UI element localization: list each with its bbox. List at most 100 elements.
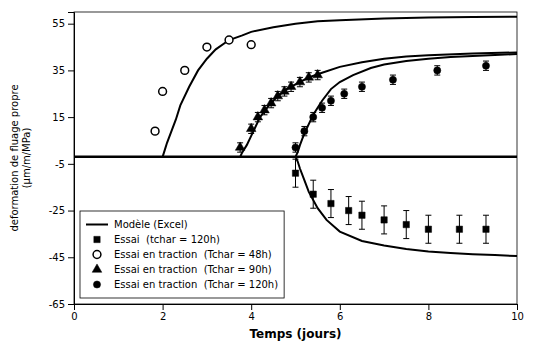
tick-label: 4 — [249, 311, 255, 322]
legend-box — [80, 211, 284, 298]
x-axis-title: Temps (jours) — [249, 327, 341, 341]
tick-label: 35 — [52, 65, 65, 76]
tick-mark — [68, 304, 74, 305]
data-point — [286, 81, 296, 89]
tick-label: 55 — [52, 18, 65, 29]
error-bar — [483, 61, 489, 70]
tick-mark — [251, 304, 252, 310]
tick-label: -65 — [49, 299, 65, 310]
data-point — [246, 123, 256, 131]
legend-swatch — [92, 264, 102, 272]
tick-mark — [68, 70, 74, 71]
error-bar — [359, 82, 365, 91]
tick: -5 — [55, 159, 74, 170]
data-point — [358, 83, 365, 90]
tick-mark — [68, 257, 74, 258]
tick: 4 — [249, 304, 255, 322]
data-point — [345, 207, 351, 213]
error-bar — [483, 215, 489, 243]
tick: 55 — [52, 18, 74, 29]
data-point — [159, 88, 167, 96]
plot-marks — [74, 17, 517, 256]
error-bar — [390, 75, 396, 84]
error-bar — [456, 215, 462, 243]
data-point — [483, 226, 489, 232]
tick-mark — [517, 304, 518, 310]
data-point — [292, 170, 298, 176]
data-point — [295, 77, 305, 85]
legend-label: Essai en traction (Tchar = 90h) — [114, 264, 272, 275]
data-point — [313, 70, 323, 78]
legend-swatch — [94, 236, 100, 242]
data-point — [304, 72, 314, 80]
tick-label: -45 — [49, 252, 65, 263]
error-bar — [381, 206, 387, 234]
tick: -45 — [49, 252, 74, 263]
model-line — [296, 54, 518, 157]
tick-label: 0 — [71, 311, 77, 322]
model-line — [296, 157, 518, 256]
tick-label: 8 — [426, 311, 432, 322]
error-bar — [425, 215, 431, 243]
error-bar — [319, 103, 325, 112]
tick-label: 15 — [52, 112, 65, 123]
tick: 15 — [52, 112, 74, 123]
legend-swatch — [86, 224, 108, 226]
data-point — [151, 127, 159, 135]
data-point — [247, 41, 255, 49]
axis-line — [68, 13, 75, 305]
error-bar — [293, 159, 299, 187]
data-point — [203, 43, 211, 51]
data-point — [482, 62, 489, 69]
legend-swatch — [93, 251, 101, 259]
data-point — [425, 226, 431, 232]
legend-label: Essai (tchar = 120h) — [114, 234, 220, 245]
tick-label: 10 — [511, 311, 524, 322]
error-bar — [346, 197, 352, 225]
x-axis: 0 2 4 6 8 10 — [71, 304, 524, 322]
error-bar — [293, 143, 299, 152]
legend-label: Essai en traction (Tchar = 120h) — [114, 279, 278, 290]
tick-label: -5 — [55, 159, 65, 170]
tick-mark — [163, 304, 164, 310]
tick: 2 — [160, 304, 166, 322]
tick-label: 6 — [337, 311, 343, 322]
data-point — [341, 90, 348, 97]
data-point — [181, 66, 189, 74]
tick-mark — [68, 117, 74, 118]
tick-mark — [68, 164, 74, 165]
tick-mark — [68, 211, 74, 212]
data-point — [359, 212, 365, 218]
model-line — [163, 17, 517, 157]
tick: -65 — [49, 299, 74, 310]
data-point — [389, 76, 396, 83]
data-point — [301, 128, 308, 135]
legend-label: Modèle (Excel) — [114, 219, 188, 230]
data-point — [328, 200, 334, 206]
error-bar — [310, 112, 316, 121]
legend: Modèle (Excel) Essai (tchar = 120h) Essai … — [80, 211, 284, 298]
data-point — [225, 36, 233, 44]
chart: 0 2 4 6 8 10 -65 -45 -25 -5 15 35 55 Temps (jours) def… — [0, 0, 533, 346]
tick-mark — [428, 304, 429, 310]
data-point — [235, 142, 245, 150]
error-bar — [434, 66, 440, 75]
plot-frame — [74, 12, 517, 304]
y-axis-title: deformation de fluage propre(μm/m/MPa) — [9, 84, 32, 231]
data-point — [456, 226, 462, 232]
tick: -25 — [49, 205, 74, 216]
tick: 35 — [52, 65, 74, 76]
error-bar — [341, 89, 347, 98]
data-point — [319, 104, 326, 111]
data-point — [310, 114, 317, 121]
legend-swatch — [93, 281, 100, 288]
data-point — [292, 144, 299, 151]
model-line — [240, 52, 517, 156]
data-point — [327, 97, 334, 104]
legend-label: Essai en traction (Tchar = 48h) — [114, 249, 272, 260]
y-axis: -65 -45 -25 -5 15 35 55 — [49, 13, 75, 310]
tick-mark — [340, 304, 341, 310]
tick-label: -25 — [49, 205, 65, 216]
error-bar — [328, 190, 334, 218]
tick: 0 — [71, 304, 77, 322]
